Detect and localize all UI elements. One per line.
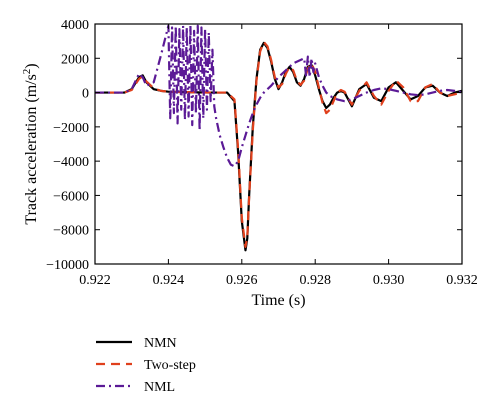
x-tick-label: 0.932 xyxy=(446,273,478,288)
series-layer xyxy=(95,24,462,252)
x-axis-label: Time (s) xyxy=(251,292,305,309)
y-tick-label: −10000 xyxy=(46,258,89,273)
y-tick-label: −2000 xyxy=(53,121,89,136)
y-tick-label: −4000 xyxy=(53,155,89,170)
y-axis-label-end: ) xyxy=(23,63,40,68)
legend-label-3: NML xyxy=(144,380,175,395)
legend-label-2: Two-step xyxy=(144,358,196,373)
x-tick-label: 0.928 xyxy=(299,273,331,288)
y-tick-label: 2000 xyxy=(61,52,89,67)
x-tick-label: 0.924 xyxy=(153,273,185,288)
y-tick-label: −6000 xyxy=(53,189,89,204)
legend: NMN Two-step NML xyxy=(96,336,196,395)
plot-frame xyxy=(94,23,463,265)
y-axis-label: Track acceleration (m/s2) xyxy=(21,63,40,224)
series-line-2 xyxy=(95,40,462,248)
y-tick-label: −8000 xyxy=(53,224,89,239)
y-tick-label: 0 xyxy=(82,87,89,102)
series-line-1 xyxy=(95,41,462,252)
series-line-3 xyxy=(95,24,462,168)
ticks-layer: 0.922 0.924 0.926 0.928 0.930 0.932 −10000 −800… xyxy=(46,18,478,288)
x-tick-label: 0.930 xyxy=(373,273,405,288)
y-tick-label: 4000 xyxy=(61,18,89,33)
y-axis-label-main: Track acceleration (m/s xyxy=(23,74,40,224)
y-axis-label-superscript: 2 xyxy=(21,69,33,75)
x-tick-label: 0.926 xyxy=(226,273,258,288)
x-tick-label: 0.922 xyxy=(79,273,111,288)
legend-label-1: NMN xyxy=(144,336,177,351)
plot-area: 0.922 0.924 0.926 0.928 0.930 0.932 −10000 −800… xyxy=(46,18,478,288)
